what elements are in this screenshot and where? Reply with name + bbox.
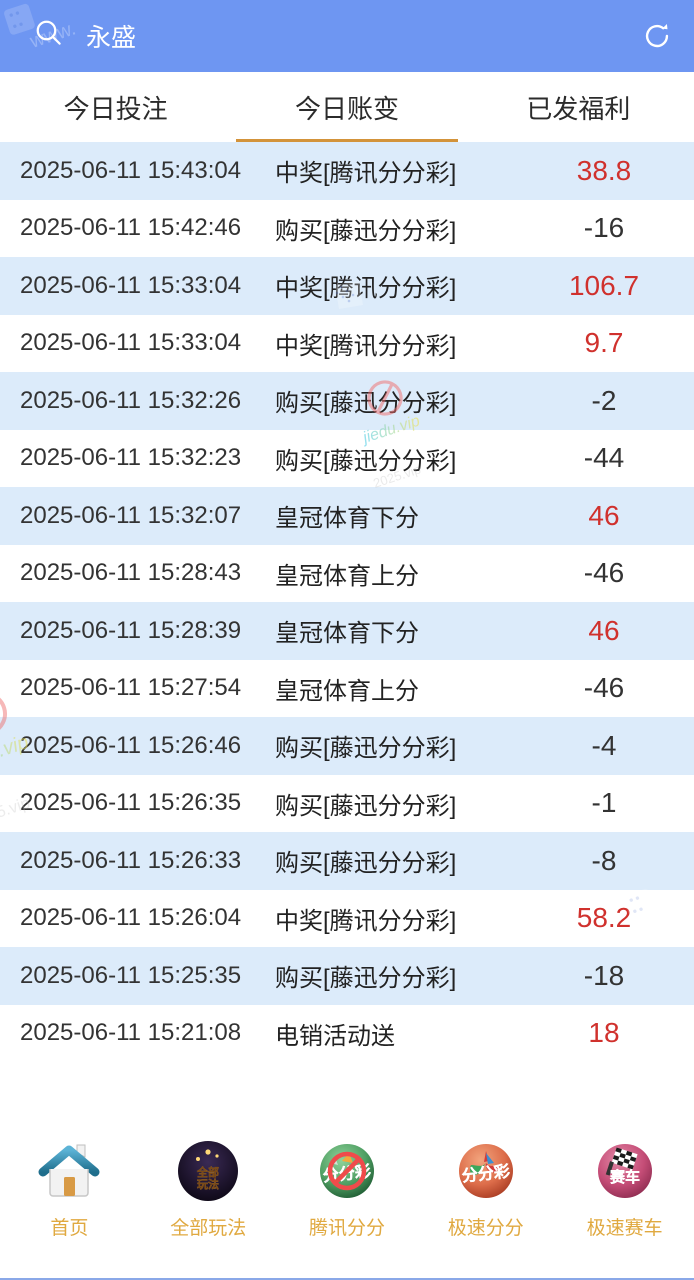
- svg-text:赛车: 赛车: [609, 1168, 640, 1186]
- svg-text:全部: 全部: [196, 1165, 219, 1179]
- svg-text:玩法: 玩法: [197, 1177, 219, 1191]
